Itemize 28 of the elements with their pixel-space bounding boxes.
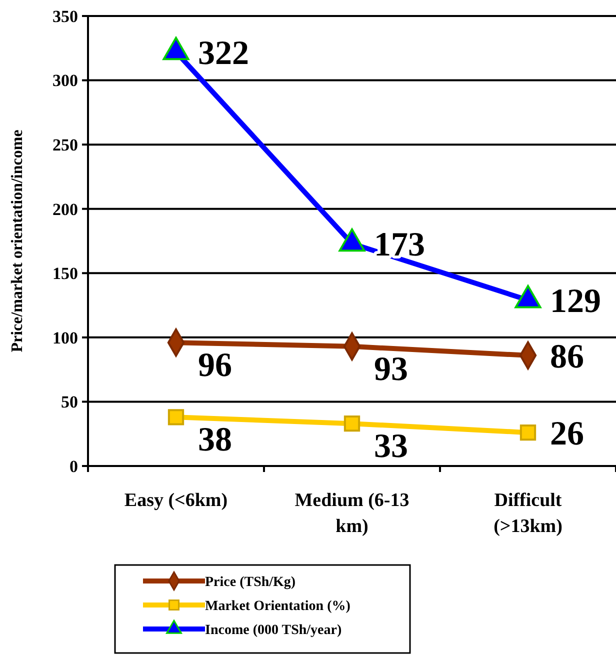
x-tick-label: Easy (<6km) (124, 490, 228, 511)
y-tick-label: 350 (52, 6, 78, 26)
x-tick-label: Medium (6-13 km) (294, 490, 410, 537)
y-tick-label: 200 (52, 200, 78, 219)
y-axis-title: Price/market orientation/income (9, 130, 26, 352)
legend-label: Income (000 TSh/year) (205, 622, 342, 638)
y-tick-label: 100 (52, 328, 78, 348)
data-label: 38 (198, 422, 232, 459)
data-label: 26 (550, 415, 584, 452)
data-label: 173 (374, 226, 425, 264)
data-label: 129 (550, 283, 601, 320)
legend-label: Market Orientation (%) (205, 598, 351, 614)
y-tick-label: 0 (70, 456, 78, 476)
point (162, 36, 190, 60)
point (520, 424, 536, 441)
data-label: 33 (374, 428, 408, 466)
data-label: 322 (198, 34, 249, 72)
y-tick-label: 150 (52, 264, 78, 284)
point (168, 409, 184, 426)
legend-label: Price (TSh/Kg) (205, 574, 296, 590)
data-label: 86 (550, 338, 584, 376)
data-label: 96 (198, 347, 232, 384)
y-tick-label: 50 (61, 392, 78, 412)
data-label: 93 (374, 350, 408, 388)
y-tick-label: 250 (52, 136, 78, 155)
point (344, 416, 360, 432)
y-tick-label: 300 (52, 71, 78, 90)
x-tick-label: Difficult (>13km) (494, 490, 562, 537)
